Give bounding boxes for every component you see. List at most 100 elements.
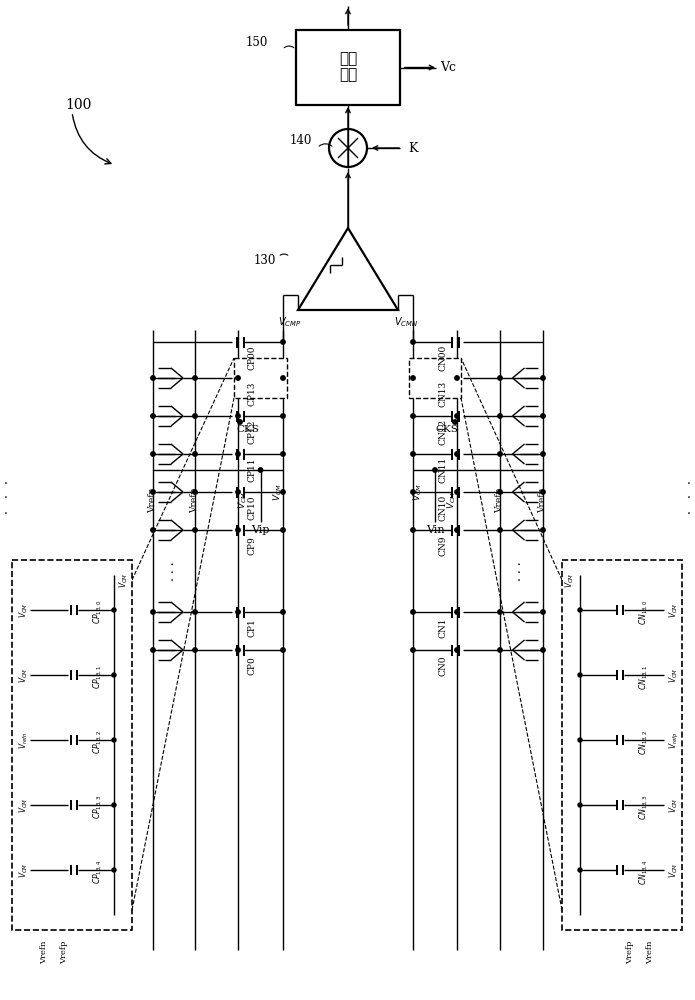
Circle shape [193,528,197,532]
Circle shape [281,610,285,614]
Circle shape [193,376,197,380]
Bar [12,560,132,930]
Text: Vrefn: Vrefn [646,940,654,964]
Circle shape [281,490,285,494]
Bar [234,358,287,398]
Text: Vrefp: Vrefp [60,940,68,964]
Text: Vrefn: Vrefn [539,487,548,513]
Circle shape [498,490,502,494]
Text: $V_{CM}$: $V_{CM}$ [18,667,31,683]
Text: Vrefn: Vrefn [149,487,158,513]
Circle shape [151,452,155,456]
Circle shape [281,340,285,344]
Circle shape [453,420,457,424]
Circle shape [541,648,545,652]
Circle shape [455,610,459,614]
Text: CP11: CP11 [247,458,256,482]
Text: $CP_{13,2}$: $CP_{13,2}$ [92,730,104,754]
Circle shape [498,648,502,652]
Text: · · ·: · · · [167,561,181,581]
Text: Vrefp: Vrefp [496,487,505,513]
Text: Vrefp: Vrefp [626,940,634,964]
Text: CP1: CP1 [247,619,256,637]
Circle shape [455,528,459,532]
Text: $V_{CM}$: $V_{CM}$ [18,862,31,878]
Circle shape [193,490,197,494]
Circle shape [236,452,240,456]
Text: Vrefn: Vrefn [40,940,48,964]
Text: $V_{CMN}$: $V_{CMN}$ [394,315,418,329]
Text: $V_{CM}$: $V_{CM}$ [237,491,250,509]
Circle shape [411,528,415,532]
Circle shape [281,376,285,380]
Text: Vin: Vin [425,525,444,535]
Circle shape [541,414,545,418]
Text: CN00: CN00 [439,345,448,371]
Circle shape [193,414,197,418]
Circle shape [112,608,116,612]
Circle shape [411,648,415,652]
Circle shape [411,376,415,380]
Text: CKS: CKS [236,426,259,434]
Text: $CP_{13,4}$: $CP_{13,4}$ [92,860,104,884]
Circle shape [259,468,263,472]
Text: .: . [4,504,8,516]
Text: $V_{CM}$: $V_{CM}$ [411,483,424,501]
Bar [296,30,400,105]
Text: $CP_{13,1}$: $CP_{13,1}$ [92,665,104,689]
Text: $V_{CM}$: $V_{CM}$ [272,483,284,501]
Text: CP12: CP12 [247,420,256,444]
Circle shape [498,376,502,380]
Circle shape [498,414,502,418]
Circle shape [411,490,415,494]
Text: $CN_{13,0}$: $CN_{13,0}$ [638,599,651,625]
Circle shape [236,648,240,652]
Bar [562,560,682,930]
Circle shape [112,673,116,677]
Text: .: . [687,474,691,487]
Bar [409,358,461,398]
Circle shape [411,452,415,456]
Circle shape [193,452,197,456]
Circle shape [541,490,545,494]
Circle shape [238,420,242,424]
Circle shape [236,610,240,614]
Circle shape [281,452,285,456]
Text: $CP_{13,0}$: $CP_{13,0}$ [92,600,104,624]
Text: .: . [687,488,691,502]
Circle shape [578,738,582,742]
Text: $CP_{13,3}$: $CP_{13,3}$ [92,795,104,819]
Text: $V_{CMP}$: $V_{CMP}$ [278,315,302,329]
Text: 100: 100 [65,98,91,112]
Circle shape [281,414,285,418]
Circle shape [541,452,545,456]
Circle shape [455,648,459,652]
Text: CN9: CN9 [439,536,448,556]
Text: $V_{CM}$: $V_{CM}$ [445,491,458,509]
Text: 140: 140 [290,133,312,146]
Text: $V_{CM}$: $V_{CM}$ [668,667,680,683]
Text: CN1: CN1 [439,618,448,638]
Circle shape [112,803,116,807]
Text: $CN_{13,3}$: $CN_{13,3}$ [638,794,651,820]
Text: Vip: Vip [252,525,270,535]
Text: CN0: CN0 [439,656,448,676]
Text: $V_{refn}$: $V_{refn}$ [18,731,31,749]
Text: $V_{CM}$: $V_{CM}$ [668,862,680,878]
Circle shape [151,648,155,652]
Text: CP13: CP13 [247,382,256,406]
Circle shape [236,376,240,380]
Text: $V_{CM}$: $V_{CM}$ [18,797,31,813]
Circle shape [151,490,155,494]
Circle shape [455,414,459,418]
Text: $V_{CM}$: $V_{CM}$ [18,602,31,618]
Circle shape [151,376,155,380]
Circle shape [455,452,459,456]
Circle shape [433,468,437,472]
Text: Vc: Vc [440,61,456,74]
Text: .: . [687,504,691,516]
Circle shape [151,610,155,614]
Circle shape [541,376,545,380]
Circle shape [151,414,155,418]
Circle shape [281,648,285,652]
